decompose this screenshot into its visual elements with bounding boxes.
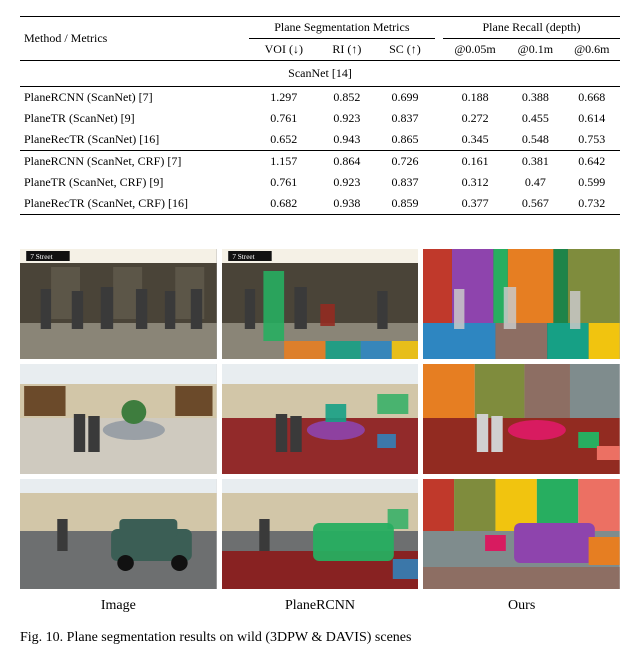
fig-r3-ours <box>423 479 620 589</box>
table-row: PlaneRCNN (ScanNet, CRF) [7] 1.157 0.864… <box>20 151 620 173</box>
cell: 0.859 <box>375 193 435 215</box>
fig-r2-image <box>20 364 217 474</box>
cell: 0.761 <box>249 172 319 193</box>
cell: 0.699 <box>375 87 435 109</box>
cell: 0.642 <box>564 151 620 173</box>
fig-col-label-planercnn: PlaneRCNN <box>222 594 419 614</box>
cell: 0.345 <box>443 129 507 151</box>
fig-r1-planercnn: 7 Street <box>222 249 419 359</box>
fig-col-label-image: Image <box>20 594 217 614</box>
cell: 0.47 <box>507 172 563 193</box>
cell: 0.837 <box>375 108 435 129</box>
fig-col-label-ours: Ours <box>423 594 620 614</box>
cell: 0.682 <box>249 193 319 215</box>
fig-r3-planercnn <box>222 479 419 589</box>
cell: 0.943 <box>319 129 375 151</box>
cell: 0.837 <box>375 172 435 193</box>
col-group-seg: Plane Segmentation Metrics <box>249 17 435 39</box>
cell: 0.864 <box>319 151 375 173</box>
table-row: PlaneRCNN (ScanNet) [7] 1.297 0.852 0.69… <box>20 87 620 109</box>
col-voi: VOI (↓) <box>249 39 319 61</box>
cell: 0.865 <box>375 129 435 151</box>
cell-method: PlaneRecTR (ScanNet, CRF) [16] <box>20 193 249 215</box>
cell: 0.753 <box>564 129 620 151</box>
fig-r3-image <box>20 479 217 589</box>
cell: 0.852 <box>319 87 375 109</box>
table-row: PlaneTR (ScanNet, CRF) [9] 0.761 0.923 0… <box>20 172 620 193</box>
cell: 0.614 <box>564 108 620 129</box>
cell: 0.567 <box>507 193 563 215</box>
cell: 0.923 <box>319 108 375 129</box>
cell: 0.923 <box>319 172 375 193</box>
cell: 0.761 <box>249 108 319 129</box>
cell: 0.726 <box>375 151 435 173</box>
cell: 1.157 <box>249 151 319 173</box>
cell-method: PlaneTR (ScanNet, CRF) [9] <box>20 172 249 193</box>
cell: 0.548 <box>507 129 563 151</box>
col-r05: @0.05m <box>443 39 507 61</box>
cell-method: PlaneRCNN (ScanNet, CRF) [7] <box>20 151 249 173</box>
fig-r1-ours <box>423 249 620 359</box>
col-r1: @0.1m <box>507 39 563 61</box>
col-group-recall: Plane Recall (depth) <box>443 17 620 39</box>
figure-grid: 7 Street 7 Street <box>20 249 620 614</box>
cell: 0.388 <box>507 87 563 109</box>
fig-r2-ours <box>423 364 620 474</box>
figure-caption: Fig. 10. Plane segmentation results on w… <box>20 630 620 646</box>
cell-method: PlaneTR (ScanNet) [9] <box>20 108 249 129</box>
cell: 0.732 <box>564 193 620 215</box>
cell: 0.161 <box>443 151 507 173</box>
cell: 0.377 <box>443 193 507 215</box>
cell: 0.188 <box>443 87 507 109</box>
col-r6: @0.6m <box>564 39 620 61</box>
cell: 0.312 <box>443 172 507 193</box>
svg-text:7 Street: 7 Street <box>30 253 52 261</box>
cell: 0.938 <box>319 193 375 215</box>
fig-r2-planercnn <box>222 364 419 474</box>
table-row: PlaneTR (ScanNet) [9] 0.761 0.923 0.837 … <box>20 108 620 129</box>
cell-method: PlaneRecTR (ScanNet) [16] <box>20 129 249 151</box>
cell: 0.272 <box>443 108 507 129</box>
metrics-table: Method / Metrics Plane Segmentation Metr… <box>20 16 620 215</box>
cell: 1.297 <box>249 87 319 109</box>
cell: 0.455 <box>507 108 563 129</box>
dataset-label: ScanNet [14] <box>20 61 620 87</box>
col-sc: SC (↑) <box>375 39 435 61</box>
cell: 0.381 <box>507 151 563 173</box>
cell: 0.668 <box>564 87 620 109</box>
table-row: PlaneRecTR (ScanNet, CRF) [16] 0.682 0.9… <box>20 193 620 215</box>
col-ri: RI (↑) <box>319 39 375 61</box>
cell-method: PlaneRCNN (ScanNet) [7] <box>20 87 249 109</box>
col-header-method: Method / Metrics <box>20 17 249 61</box>
table-row: PlaneRecTR (ScanNet) [16] 0.652 0.943 0.… <box>20 129 620 151</box>
cell: 0.652 <box>249 129 319 151</box>
cell: 0.599 <box>564 172 620 193</box>
fig-r1-image: 7 Street <box>20 249 217 359</box>
svg-text:7 Street: 7 Street <box>232 253 254 261</box>
